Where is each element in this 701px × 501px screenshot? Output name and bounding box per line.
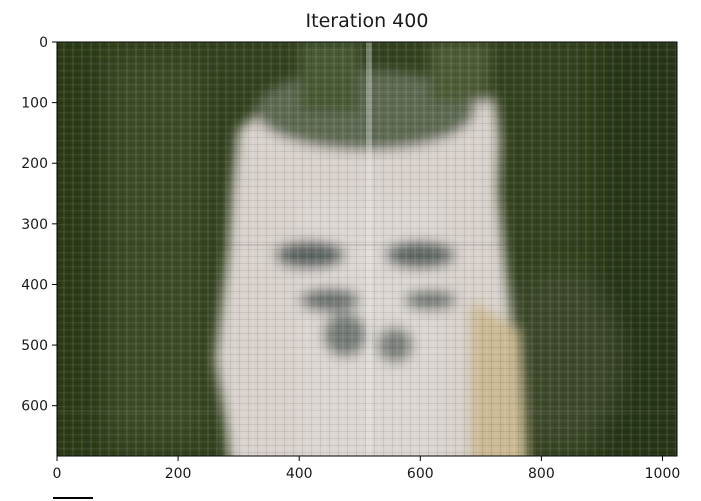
x-axis: 0 200 400 600 800 1000 xyxy=(53,456,681,482)
y-tick-label: 0 xyxy=(39,35,48,51)
x-tick-label: 400 xyxy=(286,466,313,482)
y-axis: 0 100 200 300 400 500 600 xyxy=(21,35,57,415)
heatmap-image xyxy=(57,42,677,456)
x-tick-label: 1000 xyxy=(645,466,681,482)
x-tick-label: 600 xyxy=(407,466,434,482)
y-tick-label: 500 xyxy=(21,338,48,354)
y-tick-label: 100 xyxy=(21,96,48,112)
chart-title: Iteration 400 xyxy=(305,10,429,32)
y-tick-label: 300 xyxy=(21,217,48,233)
x-tick-label: 0 xyxy=(53,466,62,482)
x-tick-label: 800 xyxy=(528,466,555,482)
legend-stub xyxy=(53,497,93,499)
y-tick-label: 600 xyxy=(21,399,48,415)
x-tick-label: 200 xyxy=(165,466,192,482)
y-tick-label: 200 xyxy=(21,156,48,172)
axes-frame xyxy=(56,41,678,457)
y-tick-label: 400 xyxy=(21,277,48,293)
